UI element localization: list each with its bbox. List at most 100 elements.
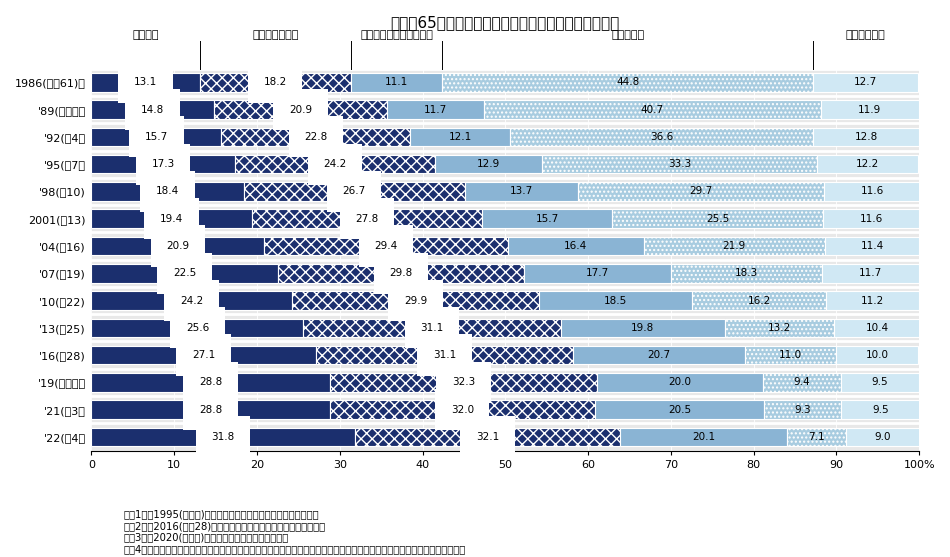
Bar [91, 209, 252, 228]
Bar [235, 155, 435, 173]
Bar [725, 319, 834, 337]
Text: 夫婦のみの世帯: 夫婦のみの世帯 [252, 30, 298, 40]
Bar [763, 373, 841, 392]
Bar [725, 319, 834, 337]
Bar [214, 100, 387, 119]
Bar [354, 428, 620, 446]
Bar [823, 209, 920, 228]
Text: 21.9: 21.9 [723, 241, 746, 251]
Text: 20.5: 20.5 [668, 404, 691, 414]
Bar [443, 73, 813, 91]
Bar [252, 209, 483, 228]
Text: 24.2: 24.2 [323, 159, 347, 169]
Text: 31.1: 31.1 [433, 350, 456, 360]
Text: 注：1）　1995(平成７)年の数値は、兵庫県を除いたものである。
　　2）　2016(平成28)年の数値は、熊本県を除いたものである。
　　3）　2020(令: 注：1） 1995(平成７)年の数値は、兵庫県を除いたものである。 2） 201… [124, 510, 466, 554]
Text: 29.9: 29.9 [404, 296, 428, 306]
Bar [671, 264, 823, 282]
Bar [235, 155, 435, 173]
Text: 32.1: 32.1 [476, 432, 499, 442]
Bar [821, 100, 920, 119]
Text: 三世代世帯: 三世代世帯 [611, 30, 644, 40]
Text: 14.8: 14.8 [141, 105, 164, 115]
Bar [643, 237, 825, 255]
Bar [214, 100, 387, 119]
Bar [330, 400, 595, 419]
Text: 17.7: 17.7 [586, 268, 609, 278]
Bar [91, 428, 354, 446]
Bar [330, 373, 598, 392]
Bar [292, 291, 540, 310]
Text: 22.5: 22.5 [173, 268, 197, 278]
Text: 29.8: 29.8 [390, 268, 412, 278]
Bar [277, 264, 524, 282]
Text: 12.1: 12.1 [448, 132, 472, 142]
Bar [484, 100, 821, 119]
Text: 9.3: 9.3 [794, 404, 811, 414]
Text: 11.7: 11.7 [859, 268, 883, 278]
Text: 24.2: 24.2 [180, 296, 203, 306]
Text: 15.7: 15.7 [144, 132, 168, 142]
Text: 12.2: 12.2 [856, 159, 880, 169]
Text: 20.9: 20.9 [166, 241, 189, 251]
Bar [579, 182, 824, 201]
Bar [264, 237, 508, 255]
Bar [836, 346, 919, 364]
Bar [91, 73, 200, 91]
Text: 28.8: 28.8 [199, 404, 222, 414]
Text: 29.4: 29.4 [374, 241, 398, 251]
Bar [612, 209, 823, 228]
Bar [91, 400, 330, 419]
Text: 31.1: 31.1 [421, 323, 444, 333]
Bar [813, 128, 920, 146]
Bar [443, 73, 813, 91]
Bar [823, 264, 920, 282]
Bar [787, 428, 846, 446]
Text: 11.7: 11.7 [424, 105, 447, 115]
Bar [765, 400, 842, 419]
Text: 11.1: 11.1 [385, 77, 408, 87]
Bar [813, 73, 919, 91]
Bar [671, 264, 823, 282]
Bar [787, 428, 846, 446]
Bar [579, 182, 824, 201]
Bar [693, 291, 826, 310]
Bar [842, 400, 920, 419]
Text: 13.1: 13.1 [134, 77, 158, 87]
Text: 9.4: 9.4 [793, 377, 810, 387]
Text: 9.5: 9.5 [872, 404, 889, 414]
Text: 9.5: 9.5 [871, 377, 888, 387]
Text: 16.2: 16.2 [748, 296, 771, 306]
Bar [252, 209, 483, 228]
Text: 22.8: 22.8 [304, 132, 328, 142]
Bar [435, 155, 542, 173]
Text: 26.7: 26.7 [343, 187, 366, 197]
Text: 27.1: 27.1 [192, 350, 216, 360]
Text: 27.8: 27.8 [355, 214, 379, 224]
Bar [200, 73, 351, 91]
Bar [330, 373, 598, 392]
Text: 32.0: 32.0 [450, 404, 474, 414]
Bar [508, 237, 643, 255]
Bar [542, 155, 817, 173]
Bar [221, 128, 410, 146]
Text: 11.6: 11.6 [860, 214, 883, 224]
Bar [91, 155, 235, 173]
Bar [91, 264, 277, 282]
Text: 15.7: 15.7 [536, 214, 559, 224]
Bar [824, 182, 920, 201]
Bar [763, 373, 841, 392]
Bar [745, 346, 836, 364]
Bar [315, 346, 573, 364]
Text: 31.8: 31.8 [212, 432, 235, 442]
Text: 20.1: 20.1 [692, 432, 715, 442]
Text: 18.5: 18.5 [604, 296, 627, 306]
Bar [264, 237, 508, 255]
Bar [484, 100, 821, 119]
Text: 7.1: 7.1 [808, 432, 825, 442]
Text: 32.3: 32.3 [452, 377, 475, 387]
Bar [410, 128, 510, 146]
Bar [91, 128, 221, 146]
Bar [303, 319, 560, 337]
Text: 20.9: 20.9 [289, 105, 312, 115]
Bar [91, 182, 244, 201]
